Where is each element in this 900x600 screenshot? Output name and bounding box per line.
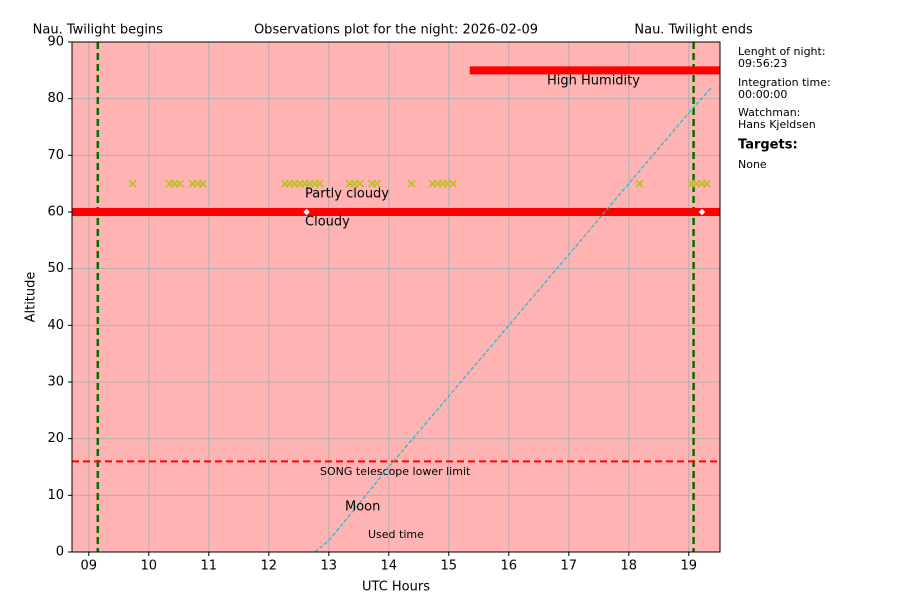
targets-heading: Targets: (738, 138, 798, 153)
x-tick-label: 14 (381, 559, 398, 574)
info-label: Lenght of night: (738, 45, 826, 58)
twilight-label: Nau. Twilight ends (634, 23, 753, 38)
marker (372, 179, 381, 188)
info-value: 09:56:23 (738, 57, 787, 70)
x-tick-label: 12 (261, 559, 278, 574)
y-tick-label: 70 (47, 148, 64, 163)
series-label: Partly cloudy (305, 187, 389, 202)
x-tick-label: 18 (621, 559, 638, 574)
x-tick-label: 11 (201, 559, 218, 574)
y-tick-label: 50 (47, 261, 64, 276)
series-label: Cloudy (305, 215, 350, 230)
x-tick-label: 13 (321, 559, 338, 574)
y-tick-label: 40 (47, 318, 64, 333)
marker (315, 179, 324, 188)
x-tick-label: 17 (561, 559, 578, 574)
marker (702, 179, 711, 188)
marker (303, 208, 310, 216)
series-label: SONG telescope lower limit (320, 465, 471, 478)
y-tick-label: 20 (47, 431, 64, 446)
info-value: 00:00:00 (738, 88, 787, 101)
marker (128, 179, 137, 188)
marker (635, 179, 644, 188)
series-label: Moon (345, 500, 380, 515)
series-label: High Humidity (547, 74, 640, 89)
marker (698, 208, 706, 216)
marker (198, 179, 207, 188)
twilight-label: Nau. Twilight begins (33, 23, 164, 38)
chart-title: Observations plot for the night: 2026-02… (254, 23, 538, 38)
x-tick-label: 09 (81, 559, 98, 574)
info-label: Watchman: (738, 106, 800, 119)
info-value: Hans Kjeldsen (738, 118, 816, 131)
marker (448, 179, 458, 188)
marker (355, 179, 365, 188)
y-tick-label: 90 (47, 35, 64, 50)
moon-line (314, 86, 713, 553)
x-tick-label: 10 (141, 559, 158, 574)
plot-frame (71, 41, 721, 553)
x-tick-label: 16 (501, 559, 518, 574)
plot-background (72, 42, 720, 552)
x-axis-label: UTC Hours (362, 580, 430, 595)
y-axis-label: Altitude (24, 272, 39, 323)
y-tick-label: 30 (47, 375, 64, 390)
y-tick-label: 60 (47, 205, 64, 220)
x-tick-label: 19 (681, 559, 698, 574)
y-tick-label: 80 (47, 91, 64, 106)
y-tick-label: 0 (56, 545, 64, 560)
targets-value: None (738, 158, 767, 171)
marker (407, 179, 416, 188)
marker (175, 179, 185, 188)
y-tick-label: 10 (47, 488, 64, 503)
used-time-label: Used time (368, 528, 424, 541)
x-tick-label: 15 (441, 559, 458, 574)
info-label: Integration time: (738, 76, 831, 89)
